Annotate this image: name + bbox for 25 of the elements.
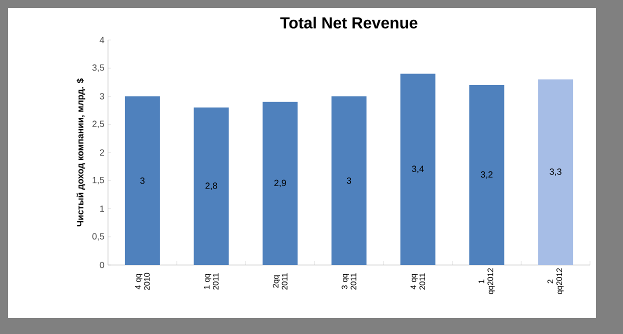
bar (124, 96, 160, 265)
data-label: 3 (346, 177, 352, 184)
data-label: 2,8 (206, 182, 218, 190)
data-label: 2,9 (274, 180, 286, 188)
bar (194, 108, 229, 265)
bar (400, 74, 436, 265)
y-tick-label: 0 (100, 262, 104, 268)
data-label: 3,4 (412, 166, 424, 174)
chart-title: Total Net Revenue (280, 16, 418, 29)
bar (469, 85, 504, 265)
bar (332, 96, 367, 265)
y-tick-label: 0,5 (92, 233, 104, 241)
bar (538, 79, 574, 265)
y-tick-label: 2 (100, 149, 104, 156)
data-label: 3,3 (550, 168, 562, 176)
data-label: 3 (140, 177, 145, 184)
y-tick-label: 4 (100, 36, 104, 44)
y-tick-label: 1,5 (92, 176, 104, 184)
y-tick-label: 1 (100, 206, 104, 212)
bar (262, 102, 298, 265)
y-axis-title: Чистый доход компании, млрд. $ (76, 78, 86, 226)
y-tick-label: 2,5 (92, 120, 104, 128)
y-tick-label: 3,5 (92, 64, 104, 72)
data-label: 3,2 (480, 171, 492, 179)
y-tick-label: 3 (100, 93, 104, 100)
